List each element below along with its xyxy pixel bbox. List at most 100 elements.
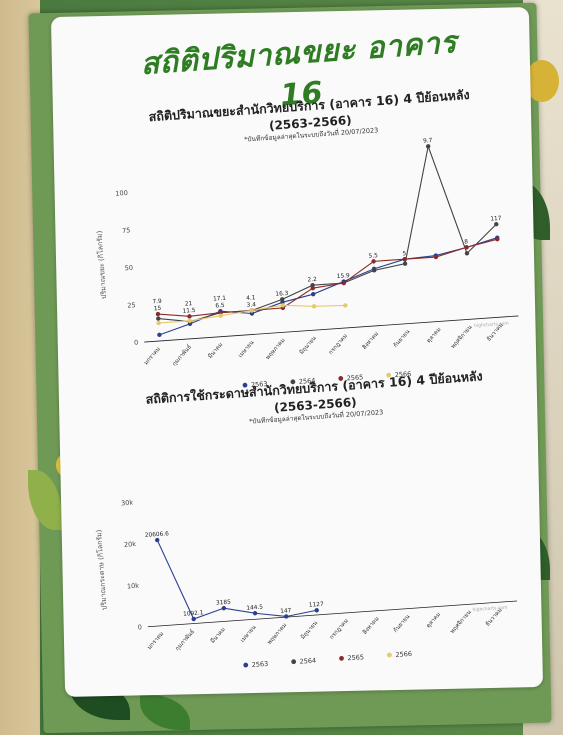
- x-tick-label: กันยายน: [391, 328, 411, 349]
- legend-label-2566: 2566: [394, 370, 411, 379]
- data-point-2564: [156, 316, 161, 321]
- data-point-2564: [494, 222, 499, 227]
- chart2-ylabel: ปริมาณกระดาษ (กิโลกรัม): [94, 529, 109, 610]
- x-tick-label: กุมภาพันธ์: [173, 627, 196, 652]
- x-tick-label: กันยายน: [391, 613, 411, 634]
- data-point-2566: [311, 304, 317, 309]
- data-point-2563: [221, 605, 227, 611]
- x-tick-label: มกราคม: [143, 346, 162, 367]
- data-point-2564: [280, 297, 285, 302]
- x-axis-line: [147, 600, 517, 628]
- x-tick-label: กรกฎาคม: [327, 332, 349, 356]
- legend-label-2563: 2563: [251, 660, 268, 669]
- data-label: 11.5: [182, 308, 196, 315]
- data-label: 5.5: [368, 253, 378, 260]
- data-label: 5: [402, 251, 406, 257]
- data-label: 17.1: [213, 296, 227, 303]
- data-point-2565: [187, 314, 192, 319]
- data-label: 147: [280, 608, 292, 615]
- data-label: 144.5: [246, 605, 263, 612]
- data-point-2565: [155, 311, 161, 317]
- y-tick-label: 75: [122, 226, 131, 235]
- data-point-2563: [155, 537, 160, 543]
- data-point-2566: [156, 320, 161, 326]
- chart2-credit: highcharts.com: [472, 605, 507, 613]
- legend-marker-2564: [291, 659, 297, 665]
- data-point-2565: [433, 254, 439, 260]
- data-label: 2.2: [307, 277, 317, 284]
- y-tick-label: 0: [134, 339, 139, 347]
- y-tick-label: 30k: [121, 498, 134, 507]
- chart1-ylabel: ปริมาณขยะ (กิโลกรัม): [94, 230, 108, 299]
- data-label: 117: [490, 216, 502, 223]
- x-tick-label: มีนาคม: [207, 341, 225, 360]
- x-tick-label: มิถุนายน: [298, 335, 318, 356]
- data-point-2564: [402, 261, 408, 266]
- data-point-2563: [191, 616, 196, 622]
- data-label: 1092.1: [183, 610, 204, 617]
- data-label: 21: [185, 301, 193, 308]
- legend-label-2564: 2564: [299, 377, 316, 386]
- data-point-2566: [187, 318, 192, 324]
- data-label: 3185: [216, 600, 231, 607]
- x-tick-label: เมษายน: [238, 340, 256, 359]
- data-point-2563: [314, 608, 319, 613]
- data-point-2565: [371, 259, 376, 264]
- data-label: 8: [464, 239, 468, 245]
- data-point-2566: [249, 308, 254, 313]
- legend-label-2564: 2564: [299, 657, 316, 666]
- legend-marker-2564: [290, 379, 296, 385]
- x-tick-label: มกราคม: [146, 630, 165, 651]
- x-tick-label: พฤศจิกายน: [449, 609, 473, 635]
- data-point-2565: [310, 285, 315, 291]
- data-point-2565: [464, 245, 469, 250]
- series-line-2563: [156, 539, 317, 620]
- x-tick-label: พฤษภาคม: [266, 622, 288, 646]
- data-label: 4.1: [246, 295, 256, 302]
- x-tick-label: มีนาคม: [209, 626, 227, 645]
- y-tick-label: 0: [137, 623, 142, 631]
- x-tick-label: ตุลาคม: [426, 612, 443, 630]
- data-label: 6.5: [215, 303, 225, 310]
- x-tick-label: มิถุนายน: [299, 620, 319, 641]
- y-tick-label: 10k: [127, 582, 140, 591]
- paper-chart: ปริมาณกระดาษ (กิโลกรัม) 0 10k 20k 30k 20606…: [94, 498, 517, 669]
- data-point-2564: [371, 268, 377, 273]
- data-point-2566: [280, 303, 285, 308]
- data-label: 15: [154, 306, 162, 313]
- y-tick-label: 50: [125, 264, 134, 273]
- legend-marker-2565: [339, 655, 344, 661]
- data-point-2563: [157, 332, 162, 338]
- data-label: 3.4: [247, 302, 257, 309]
- data-point-2564: [425, 144, 431, 149]
- data-label: 16.3: [275, 291, 289, 298]
- chart1-credit: highcharts.com: [474, 321, 509, 329]
- x-tick-label: พฤษภาคม: [264, 337, 286, 361]
- data-point-2563: [311, 291, 316, 297]
- data-point-2565: [341, 280, 346, 286]
- x-tick-label: กรกฎาคม: [328, 617, 350, 641]
- data-point-2566: [218, 313, 223, 318]
- data-label: 15.9: [337, 273, 351, 280]
- data-label: 1127: [309, 602, 324, 609]
- data-label: 9.7: [423, 138, 433, 145]
- x-tick-label: เมษายน: [240, 625, 258, 644]
- data-point-2564: [464, 251, 470, 256]
- legend-marker-2563: [242, 382, 248, 388]
- x-tick-label: พฤศจิกายน: [450, 324, 474, 350]
- x-tick-label: สิงหาคม: [361, 330, 381, 351]
- data-point-2565: [495, 236, 500, 242]
- x-axis-line: [144, 315, 519, 343]
- series-line-2565: [157, 238, 498, 317]
- legend-marker-2566: [386, 372, 392, 378]
- y-tick-label: 25: [127, 301, 136, 310]
- waste-chart: ปริมาณขยะ (กิโลกรัม) 0 25 50 75 100 15 11.5 6.…: [94, 138, 519, 389]
- data-point-2563: [252, 611, 258, 616]
- legend-marker-2565: [338, 376, 344, 381]
- data-label: 20606.6: [145, 531, 170, 539]
- y-tick-label: 100: [115, 189, 128, 198]
- data-point-2566: [343, 303, 348, 308]
- series-line-2564: [158, 144, 497, 323]
- data-point-2565: [402, 257, 407, 262]
- legend-label-2566: 2566: [395, 650, 412, 659]
